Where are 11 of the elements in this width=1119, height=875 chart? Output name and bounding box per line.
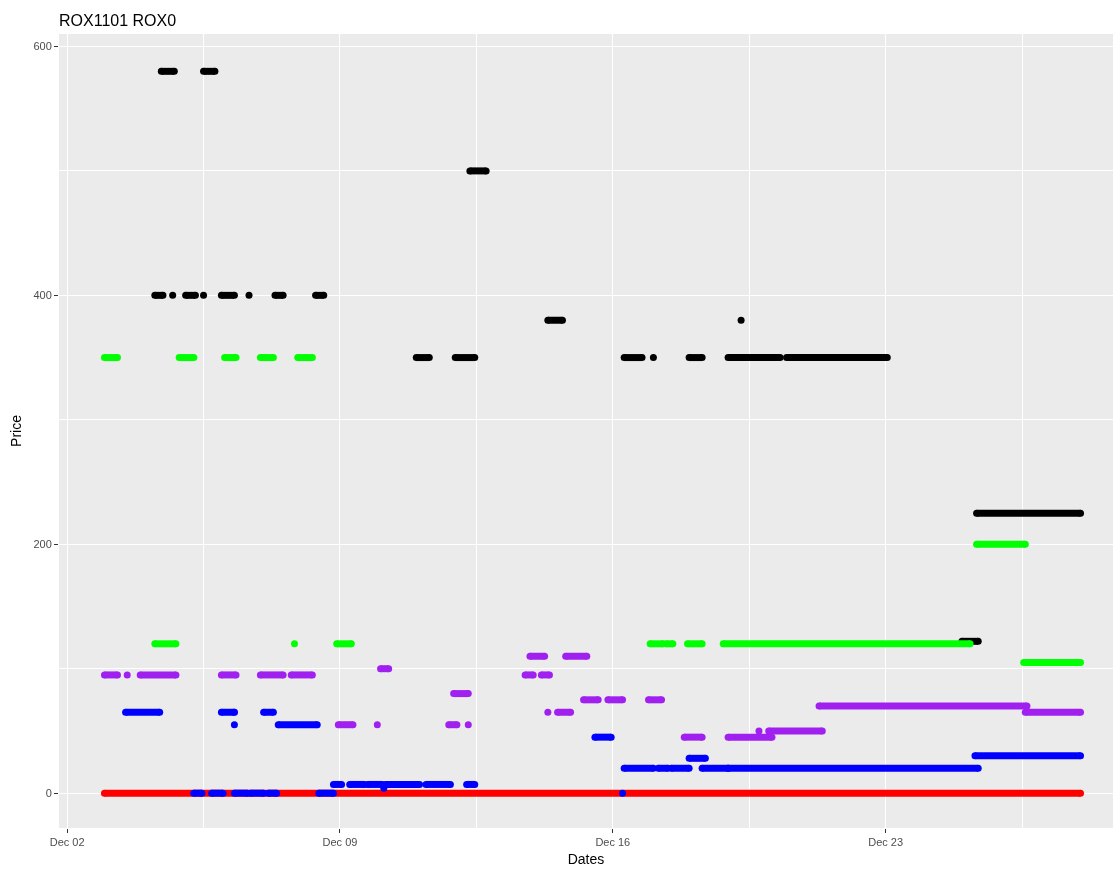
y-tick-label: 400 (33, 289, 52, 302)
y-axis-title: Price (8, 414, 25, 447)
x-tick-label: Dec 23 (868, 836, 904, 849)
y-tick-label: 600 (33, 40, 52, 53)
y-tick-label: 0 (45, 787, 52, 799)
x-tick-label: Dec 02 (49, 836, 85, 849)
x-axis-title: Dates (567, 850, 605, 867)
x-tick-label: Dec 09 (322, 836, 358, 849)
x-tick-label: Dec 16 (595, 836, 631, 849)
chart-title: ROX1101 ROX0 (59, 11, 177, 29)
y-tick-label: 200 (33, 538, 52, 551)
